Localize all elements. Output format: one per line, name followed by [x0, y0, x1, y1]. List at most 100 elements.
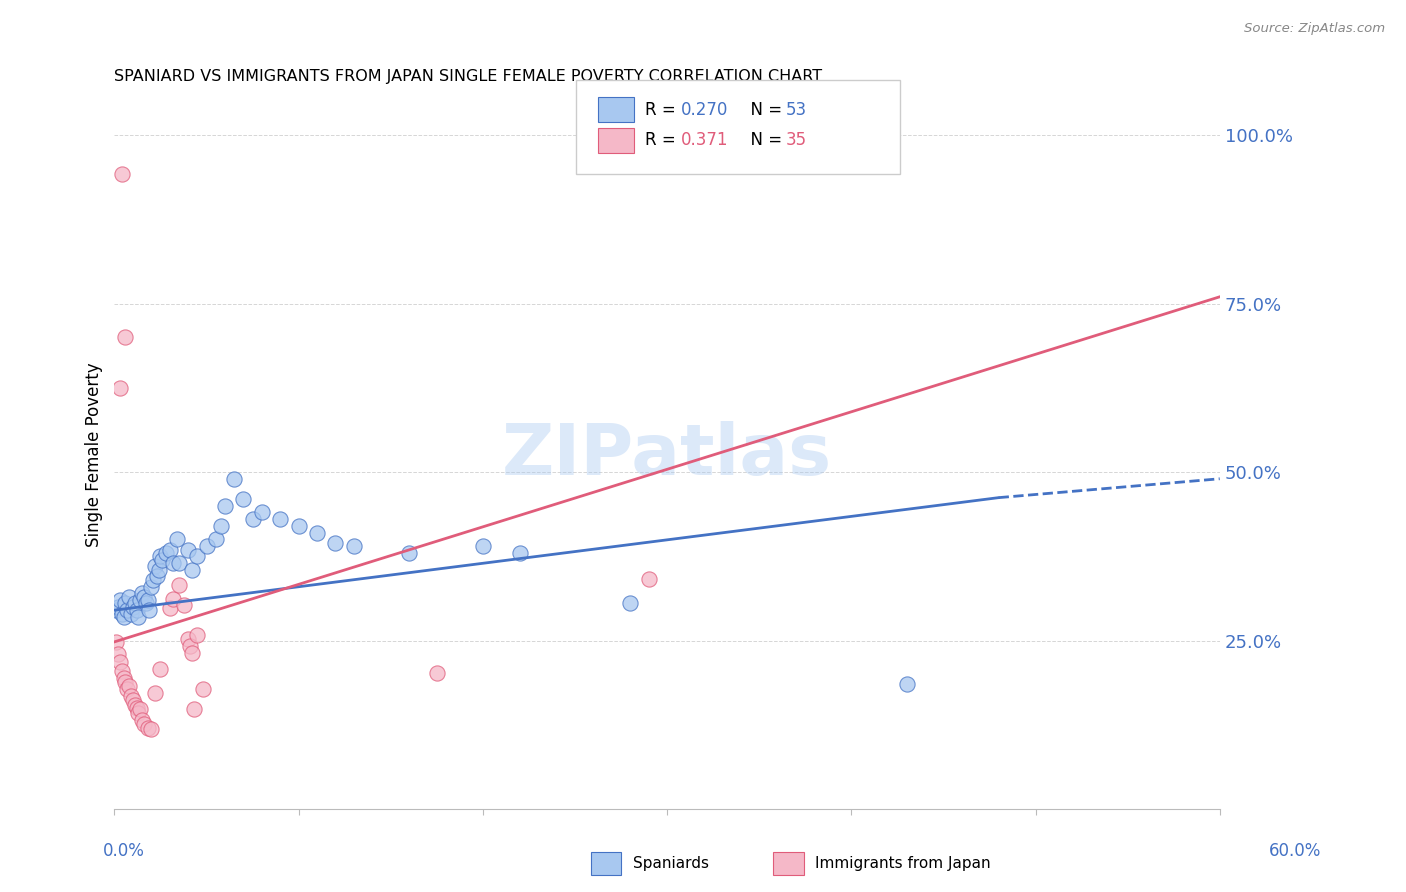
Text: N =: N =	[740, 101, 787, 119]
Point	[135, 597, 157, 611]
Point	[143, 686, 166, 700]
Point	[305, 525, 328, 540]
Point	[117, 603, 139, 617]
Text: R =: R =	[645, 101, 682, 119]
Text: Spaniards: Spaniards	[633, 856, 709, 871]
Point	[209, 519, 232, 533]
Text: 0.371: 0.371	[681, 131, 728, 149]
Point	[124, 698, 146, 712]
Point	[105, 635, 128, 649]
Point	[132, 590, 155, 604]
Point	[471, 539, 494, 553]
Point	[142, 573, 165, 587]
Point	[107, 599, 129, 614]
Text: Source: ZipAtlas.com: Source: ZipAtlas.com	[1244, 22, 1385, 36]
Point	[136, 593, 159, 607]
Point	[167, 578, 190, 592]
Point	[159, 542, 181, 557]
Point	[150, 552, 173, 566]
Text: Immigrants from Japan: Immigrants from Japan	[815, 856, 991, 871]
Point	[141, 580, 163, 594]
Point	[118, 679, 141, 693]
Point	[132, 717, 155, 731]
Point	[108, 655, 131, 669]
Text: 53: 53	[786, 101, 807, 119]
Point	[785, 128, 807, 142]
Point	[166, 533, 188, 547]
Point	[162, 556, 184, 570]
Point	[159, 601, 181, 615]
Point	[131, 713, 153, 727]
Point	[232, 491, 254, 506]
Point	[114, 597, 136, 611]
Point	[125, 603, 148, 617]
Point	[108, 593, 131, 607]
Point	[108, 381, 131, 395]
Point	[111, 664, 134, 678]
Point	[155, 546, 177, 560]
Text: ZIPatlas: ZIPatlas	[502, 421, 832, 490]
Point	[121, 693, 143, 707]
Text: N =: N =	[740, 131, 787, 149]
Point	[118, 590, 141, 604]
Point	[250, 506, 273, 520]
Point	[114, 330, 136, 344]
Point	[129, 593, 152, 607]
Point	[325, 536, 347, 550]
Point	[120, 689, 142, 703]
Point	[131, 586, 153, 600]
Point	[204, 533, 226, 547]
Point	[509, 546, 531, 560]
Point	[180, 563, 202, 577]
Point	[637, 572, 659, 586]
Point	[124, 597, 146, 611]
Point	[195, 539, 218, 553]
Point	[138, 603, 160, 617]
Point	[179, 639, 201, 653]
Point	[112, 671, 135, 685]
Point	[117, 681, 139, 696]
Point	[180, 646, 202, 660]
Text: 35: 35	[786, 131, 807, 149]
Point	[619, 597, 641, 611]
Point	[343, 539, 366, 553]
Text: 60.0%: 60.0%	[1270, 842, 1322, 860]
Y-axis label: Single Female Poverty: Single Female Poverty	[86, 363, 103, 548]
Point	[141, 723, 163, 737]
Point	[896, 677, 918, 691]
Point	[224, 472, 246, 486]
Point	[143, 559, 166, 574]
Point	[127, 706, 149, 721]
Point	[114, 675, 136, 690]
Point	[186, 549, 208, 564]
Text: R =: R =	[645, 131, 682, 149]
Point	[183, 702, 205, 716]
Point	[136, 721, 159, 735]
Point	[287, 519, 309, 533]
Point	[111, 167, 134, 181]
Point	[426, 665, 449, 680]
Point	[242, 512, 264, 526]
Point	[398, 546, 420, 560]
Point	[129, 702, 152, 716]
Point	[120, 607, 142, 621]
Point	[127, 610, 149, 624]
Text: SPANIARD VS IMMIGRANTS FROM JAPAN SINGLE FEMALE POVERTY CORRELATION CHART: SPANIARD VS IMMIGRANTS FROM JAPAN SINGLE…	[114, 69, 823, 84]
Point	[112, 610, 135, 624]
Point	[125, 701, 148, 715]
Point	[107, 647, 129, 661]
Point	[269, 512, 291, 526]
Point	[162, 591, 184, 606]
Point	[191, 681, 214, 696]
Point	[149, 549, 172, 564]
Point	[121, 599, 143, 614]
Point	[186, 628, 208, 642]
Point	[173, 599, 195, 613]
Point	[111, 607, 134, 621]
Point	[177, 542, 200, 557]
Point	[148, 563, 170, 577]
Point	[167, 556, 190, 570]
Point	[214, 499, 236, 513]
Text: 0.270: 0.270	[681, 101, 728, 119]
Point	[146, 569, 169, 583]
